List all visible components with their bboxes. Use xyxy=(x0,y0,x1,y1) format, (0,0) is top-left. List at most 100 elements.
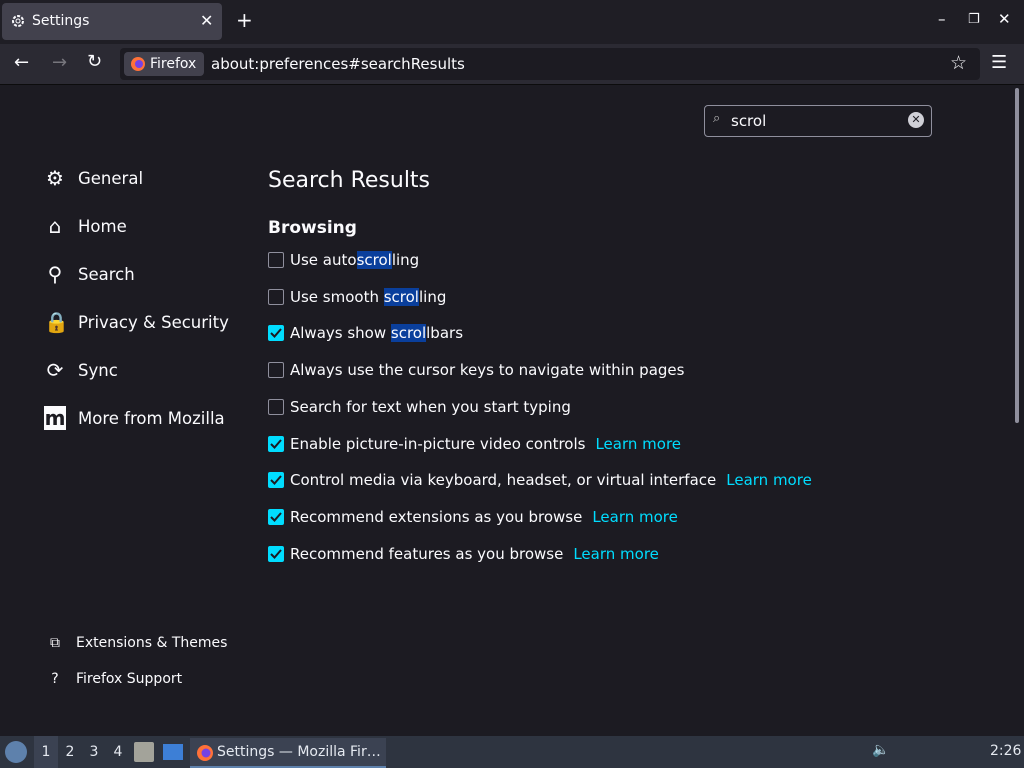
sidebar-label: General xyxy=(78,168,144,188)
sidebar-icon: ⚙ xyxy=(46,166,64,190)
learn-more[interactable]: Learn more xyxy=(573,544,659,563)
option-label[interactable]: Recommend features as you browse xyxy=(290,545,563,563)
label-text: Control media via keyboard, headset, or … xyxy=(290,471,717,490)
tab-close[interactable]: ✕ xyxy=(200,11,214,30)
option: Use autoscrolling xyxy=(268,249,419,271)
sidebar-item[interactable]: ⚲ Search xyxy=(44,262,135,286)
footer-link[interactable]: ⧉ Extensions & Themes xyxy=(46,635,227,651)
back[interactable]: ← xyxy=(14,52,30,73)
search-field[interactable]: ⌕ scrol ✕ xyxy=(704,105,932,137)
checkbox[interactable] xyxy=(268,288,284,305)
option-label[interactable]: Control media via keyboard, headset, or … xyxy=(290,471,716,489)
footer-label: Firefox Support xyxy=(76,671,183,687)
option-label[interactable]: Recommend extensions as you browse xyxy=(290,508,582,526)
label-text: Always show xyxy=(290,324,391,343)
footer-label: Extensions & Themes xyxy=(76,635,228,651)
identity-label: Firefox xyxy=(150,56,197,72)
checkbox[interactable] xyxy=(268,472,284,489)
sidebar-icon: m xyxy=(44,406,66,430)
footer-link[interactable]: ? Firefox Support xyxy=(46,671,182,687)
footer-icon: ⧉ xyxy=(50,635,60,651)
scrollbar[interactable] xyxy=(1015,88,1019,423)
option: Search for text when you start typing xyxy=(268,396,571,418)
heading: Search Results xyxy=(268,168,431,193)
minimize[interactable]: – xyxy=(938,10,946,28)
sidebar-item[interactable]: ⚙ General xyxy=(44,166,143,190)
sidebar-item[interactable]: ⌂ Home xyxy=(44,214,127,238)
tab-title: Settings xyxy=(32,13,90,29)
menu[interactable]: ☰ xyxy=(991,52,1008,73)
url-bar[interactable]: Firefox about:preferences#searchResults … xyxy=(120,48,980,80)
forward[interactable]: → xyxy=(52,52,68,73)
option-label[interactable]: Enable picture-in-picture video controls xyxy=(290,435,585,453)
sidebar-label: Home xyxy=(78,216,127,236)
label-text: ling xyxy=(391,251,420,269)
workspace[interactable]: 2 xyxy=(65,744,75,760)
option-label[interactable]: Always show scrollbars xyxy=(290,324,463,343)
tab[interactable]: Settings ✕ xyxy=(2,3,222,40)
checkbox[interactable] xyxy=(268,545,284,562)
identity-box[interactable]: Firefox xyxy=(124,52,205,76)
new-tab[interactable]: + xyxy=(236,8,253,32)
checkbox[interactable] xyxy=(268,508,284,525)
label-text: Recommend features as you browse xyxy=(290,544,564,563)
sidebar-icon: 🔒 xyxy=(44,310,69,334)
checkbox[interactable] xyxy=(268,252,284,268)
label-text: Use smooth xyxy=(290,287,384,306)
sidebar-icon: ⌂ xyxy=(48,214,62,238)
option-label[interactable]: Use autoscrolling xyxy=(290,251,419,269)
sidebar-label: Search xyxy=(78,264,135,284)
sidebar-item[interactable]: ⟳ Sync xyxy=(44,358,118,382)
label-text: Always use the cursor keys to navigate w… xyxy=(290,361,685,380)
option-label[interactable]: Search for text when you start typing xyxy=(290,398,571,416)
option-label[interactable]: Use smooth scrolling xyxy=(290,287,446,306)
sidebar-label: More from Mozilla xyxy=(78,408,225,428)
close[interactable]: ✕ xyxy=(998,10,1011,28)
learn-more[interactable]: Learn more xyxy=(592,507,678,526)
sidebar-label: Sync xyxy=(78,360,118,380)
clear-search[interactable]: ✕ xyxy=(908,112,924,128)
label-text: Enable picture-in-picture video controls xyxy=(290,434,586,453)
workspace[interactable]: 1 xyxy=(34,736,58,768)
workspace[interactable]: 3 xyxy=(89,744,99,760)
start-menu[interactable] xyxy=(5,741,27,763)
search-highlight: scrol xyxy=(390,324,427,343)
reload[interactable]: ↻ xyxy=(87,51,103,72)
search-highlight: scrol xyxy=(356,251,392,269)
option: Recommend features as you browse Learn mo… xyxy=(268,543,659,565)
sidebar-item[interactable]: 🔒 Privacy & Security xyxy=(44,310,229,334)
sidebar-item[interactable]: m More from Mozilla xyxy=(44,406,225,430)
search-query: scrol xyxy=(731,112,767,130)
files-launcher[interactable] xyxy=(134,742,154,762)
option: Use smooth scrolling xyxy=(268,286,446,308)
restore[interactable]: ❐ xyxy=(968,12,980,27)
label-text: Search for text when you start typing xyxy=(290,397,571,416)
volume[interactable]: 🔈 xyxy=(872,742,890,758)
search-icon: ⌕ xyxy=(713,111,721,126)
checkbox[interactable] xyxy=(268,325,284,342)
checkbox[interactable] xyxy=(268,435,284,452)
learn-more[interactable]: Learn more xyxy=(726,471,812,490)
bookmark-star[interactable]: ☆ xyxy=(950,52,968,74)
check xyxy=(270,512,282,522)
option: Enable picture-in-picture video controls… xyxy=(268,433,681,455)
option: Always show scrollbars xyxy=(268,322,463,344)
settings-icon xyxy=(12,15,24,27)
desktop-launcher[interactable] xyxy=(163,744,183,760)
checkbox[interactable] xyxy=(268,362,284,379)
option: Recommend extensions as you browse Learn … xyxy=(268,506,678,528)
window-button[interactable]: Settings — Mozilla Fir… xyxy=(190,738,386,768)
option-label[interactable]: Always use the cursor keys to navigate w… xyxy=(290,361,684,379)
workspace[interactable]: 4 xyxy=(113,744,123,760)
sidebar-label: Privacy & Security xyxy=(78,312,229,332)
check xyxy=(270,548,282,559)
firefox-icon xyxy=(197,745,213,761)
clock: 2:26 xyxy=(990,743,1022,759)
firefox-icon xyxy=(131,57,145,71)
checkbox[interactable] xyxy=(268,398,284,415)
learn-more[interactable]: Learn more xyxy=(595,434,682,453)
sidebar-icon: ⚲ xyxy=(47,262,63,286)
